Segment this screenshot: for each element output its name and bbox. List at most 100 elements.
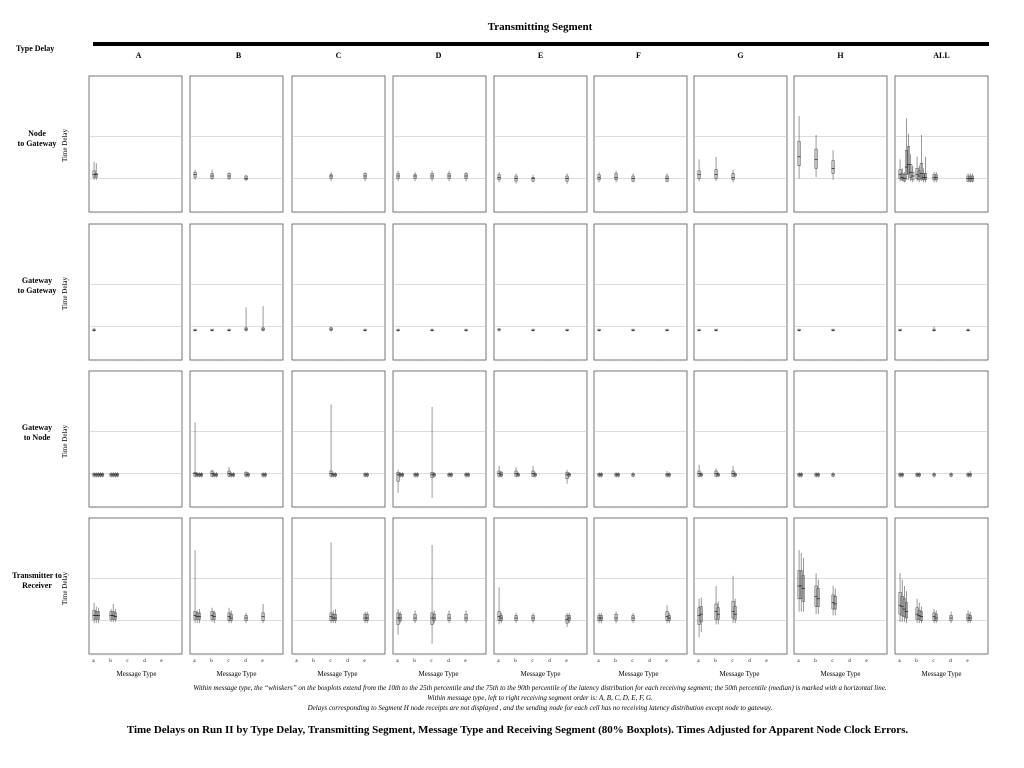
boxplot-box	[731, 173, 735, 181]
boxplot-box	[665, 611, 669, 621]
message-type-tick-label: a	[797, 659, 800, 664]
message-type-tick-label: e	[966, 659, 969, 664]
panel-frame	[693, 223, 788, 361]
message-type-tick-label: b	[312, 659, 315, 664]
x-axis-label-all: Message Type	[921, 670, 962, 678]
column-label-c: C	[335, 51, 342, 60]
message-type-tick-label: b	[109, 659, 112, 664]
boxplot-box	[212, 612, 216, 620]
message-type-tick-label: d	[648, 659, 651, 664]
panel-frame	[291, 223, 386, 361]
boxplot-box	[113, 612, 117, 620]
boxplot-box	[919, 162, 923, 179]
column-label-g: G	[737, 51, 744, 60]
column-label-a: A	[135, 51, 142, 60]
message-type-tick-label: c	[126, 659, 129, 664]
panel-frame	[392, 75, 487, 213]
boxplot-box	[909, 164, 913, 178]
boxplot-box	[447, 613, 451, 621]
row-label-text: Node to Gateway	[17, 129, 57, 148]
boxplot-box	[531, 177, 535, 182]
message-type-tick-label: d	[143, 659, 146, 664]
message-type-tick-label: c	[731, 659, 734, 664]
panel-frame	[88, 517, 183, 655]
message-type-tick-label: c	[531, 659, 534, 664]
message-type-tick-label: a	[193, 659, 196, 664]
boxplot-box	[797, 141, 801, 167]
panel-frame	[693, 75, 788, 213]
transmitting-segment-title: Transmitting Segment	[487, 21, 593, 33]
boxplot-box	[716, 607, 720, 620]
message-type-tick-label: d	[848, 659, 851, 664]
message-type-tick-label: e	[464, 659, 467, 664]
panel-frame	[392, 223, 487, 361]
message-type-tick-label: a	[898, 659, 901, 664]
boxplot-box	[915, 168, 919, 179]
boxplot-box	[195, 612, 199, 620]
panel-frame	[793, 370, 888, 508]
message-type-tick-label: c	[631, 659, 634, 664]
column-label-b: B	[235, 51, 242, 60]
panel-frame	[189, 370, 284, 508]
boxplot-box	[565, 472, 569, 479]
x-axis-label-a: Message Type	[116, 670, 157, 678]
panel-frame	[894, 223, 989, 361]
type-delay-header: Type Delay	[16, 44, 55, 53]
message-type-tick-label: a	[295, 659, 298, 664]
panel-frame	[392, 517, 487, 655]
boxplot-box	[904, 150, 908, 175]
panel-frame	[291, 517, 386, 655]
boxplot-box	[396, 612, 400, 625]
message-type-tick-label: d	[548, 659, 551, 664]
boxplot-box	[396, 472, 400, 482]
boxplot-box	[919, 611, 923, 621]
y-axis-label-row-1: Time Delay	[61, 129, 69, 162]
message-type-tick-label: b	[514, 659, 517, 664]
boxplot-box	[731, 601, 735, 619]
boxplot-box	[900, 173, 904, 181]
message-type-tick-label: a	[697, 659, 700, 664]
message-type-tick-label: d	[346, 659, 349, 664]
boxplot-box	[900, 595, 904, 616]
transmitting-segment-bar	[93, 42, 989, 46]
panel-frame	[894, 517, 989, 655]
panel-frame	[88, 223, 183, 361]
boxplot-box	[831, 160, 835, 174]
message-type-tick-label: e	[865, 659, 868, 664]
boxplot-box	[92, 170, 96, 178]
panel-frame	[793, 517, 888, 655]
boxplot-box	[898, 592, 902, 615]
panel-frame	[593, 370, 688, 508]
boxplot-box	[902, 598, 906, 617]
panel-frame	[593, 75, 688, 213]
boxplot-box	[499, 472, 503, 477]
boxplot-box	[333, 613, 337, 621]
column-label-all: ALL	[933, 51, 950, 60]
panel-frame	[793, 223, 888, 361]
boxplot-box	[831, 594, 835, 610]
boxplot-box	[917, 170, 921, 181]
boxplot-box	[733, 606, 737, 620]
boxplot-box	[229, 613, 233, 621]
boxplot-box	[244, 472, 248, 477]
panel-frame	[593, 223, 688, 361]
boxplot-box	[331, 613, 335, 621]
boxplot-box	[697, 607, 701, 625]
x-axis-label-h: Message Type	[820, 670, 861, 678]
panel-frame	[189, 75, 284, 213]
boxplot-box	[934, 613, 938, 621]
row-label-gateway-to-gateway: Gateway to Gateway	[4, 276, 70, 296]
panel-frame	[189, 223, 284, 361]
x-axis-label-f: Message Type	[618, 670, 659, 678]
boxplot-box	[614, 613, 618, 621]
boxplot-box	[799, 570, 803, 600]
panel-frame	[693, 370, 788, 508]
panel-frame	[493, 223, 588, 361]
message-type-tick-label: c	[227, 659, 230, 664]
boxplot-box	[907, 146, 911, 174]
panel-frame	[793, 75, 888, 213]
message-type-tick-label: d	[244, 659, 247, 664]
panel-frame	[593, 517, 688, 655]
boxplot-box	[413, 613, 417, 621]
boxplot-box	[797, 570, 801, 600]
